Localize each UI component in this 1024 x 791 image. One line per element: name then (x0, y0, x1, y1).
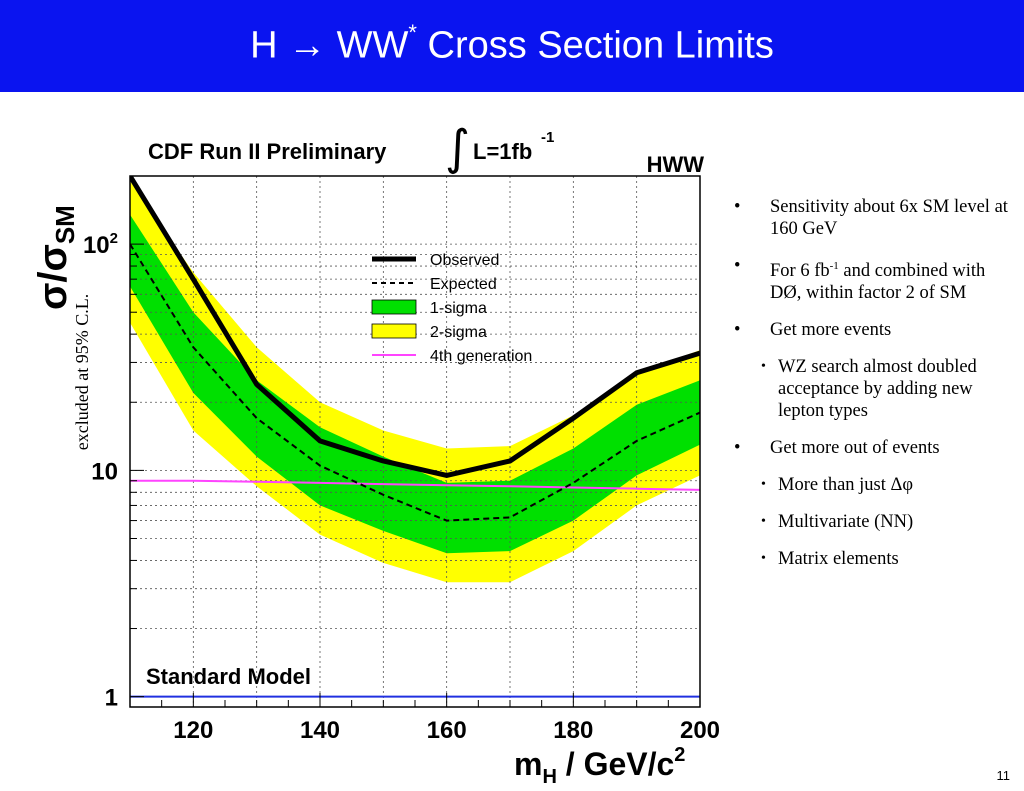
x-tick-label: 180 (553, 717, 593, 744)
limit-plot: 120 140 160 180 200 1 10 102 CDF Run II Prelimin… (31, 120, 720, 788)
bullet-dot: • (734, 438, 741, 459)
chart-title-left: CDF Run II Preliminary (148, 139, 387, 164)
x-tick-label: 160 (427, 717, 467, 744)
page-number: 11 (996, 768, 1011, 783)
bullet-text: Matrix elements (778, 549, 899, 570)
bullet-dot: • (761, 514, 766, 530)
y-tick-label: 10 (91, 458, 118, 485)
bullet-item: • WZ search almost doubled acceptance by … (730, 356, 1016, 422)
bullet-dot: • (761, 477, 766, 493)
y-tick-label: 102 (83, 230, 118, 259)
observed-line (130, 176, 700, 478)
legend-label: Expected (430, 276, 497, 293)
legend-label: 4th generation (430, 348, 532, 365)
x-tick-label: 200 (680, 717, 720, 744)
bullet-text: Multivariate (NN) (778, 512, 914, 533)
bullet-text: More than just Δφ (778, 475, 914, 496)
bullet-item: • Matrix elements (730, 548, 1016, 570)
chart-title-integral: ∫ (445, 120, 470, 176)
title-right: Cross Section Limits (416, 24, 774, 67)
corner-label: HWW (647, 152, 705, 177)
title-sup: * (408, 20, 417, 45)
x-tick-label: 120 (173, 717, 213, 744)
bullet-dot: • (734, 197, 741, 217)
bullet-dot: • (761, 551, 766, 567)
bullet-list: • Sensitivity about 6x SM level at 160 Ge… (730, 196, 1016, 585)
bullet-text: For 6 fb-1 and combined with DØ, within … (770, 260, 986, 304)
bullet-item: • More than just Δφ (730, 474, 1016, 496)
bullet-item: • Get more events (730, 319, 1016, 341)
bullet-text: Get more out of events (770, 438, 940, 459)
legend-swatch-one-sigma (371, 299, 417, 315)
y-tick-label: 1 (105, 685, 118, 712)
chart-title-sup: -1 (541, 129, 554, 146)
bullet-item: • Sensitivity about 6x SM level at 160 Ge… (730, 196, 1016, 240)
title-bar: H → WW* Cross Section Limits (0, 0, 1024, 92)
title-left: H → WW (250, 24, 409, 67)
bullet-dot: • (761, 359, 766, 375)
bullet-dot: • (734, 256, 741, 276)
bullet-item: • Get more out of events (730, 437, 1016, 459)
bullet-item: • Multivariate (NN) (730, 511, 1016, 533)
standard-model-label: Standard Model (146, 664, 311, 689)
bullet-item: • For 6 fb-1 and combined with DØ, within… (730, 255, 1016, 304)
fourth-generation-line (130, 479, 700, 491)
x-axis-label: mH / GeV/c2 (514, 744, 685, 788)
chart-title-right: L=1fb (473, 139, 532, 164)
y-axis-label: σ/σSM (31, 205, 80, 310)
bullet-text: Get more events (770, 320, 892, 341)
legend-label: Observed (430, 252, 499, 269)
bullet-dot: • (734, 320, 741, 341)
x-tick-label: 140 (300, 717, 340, 744)
legend-label: 1-sigma (430, 300, 487, 317)
one-sigma-band (130, 214, 700, 554)
bullet-text: Sensitivity about 6x SM level at 160 GeV (770, 197, 1008, 239)
slide-title: H → WW* Cross Section Limits (0, 20, 1024, 68)
bullet-text: WZ search almost doubled acceptance by a… (778, 357, 977, 422)
excluded-label: excluded at 95% C.L. (72, 293, 92, 451)
plot-content (130, 176, 700, 707)
legend-label: 2-sigma (430, 324, 487, 341)
legend-swatch-two-sigma (371, 323, 417, 339)
